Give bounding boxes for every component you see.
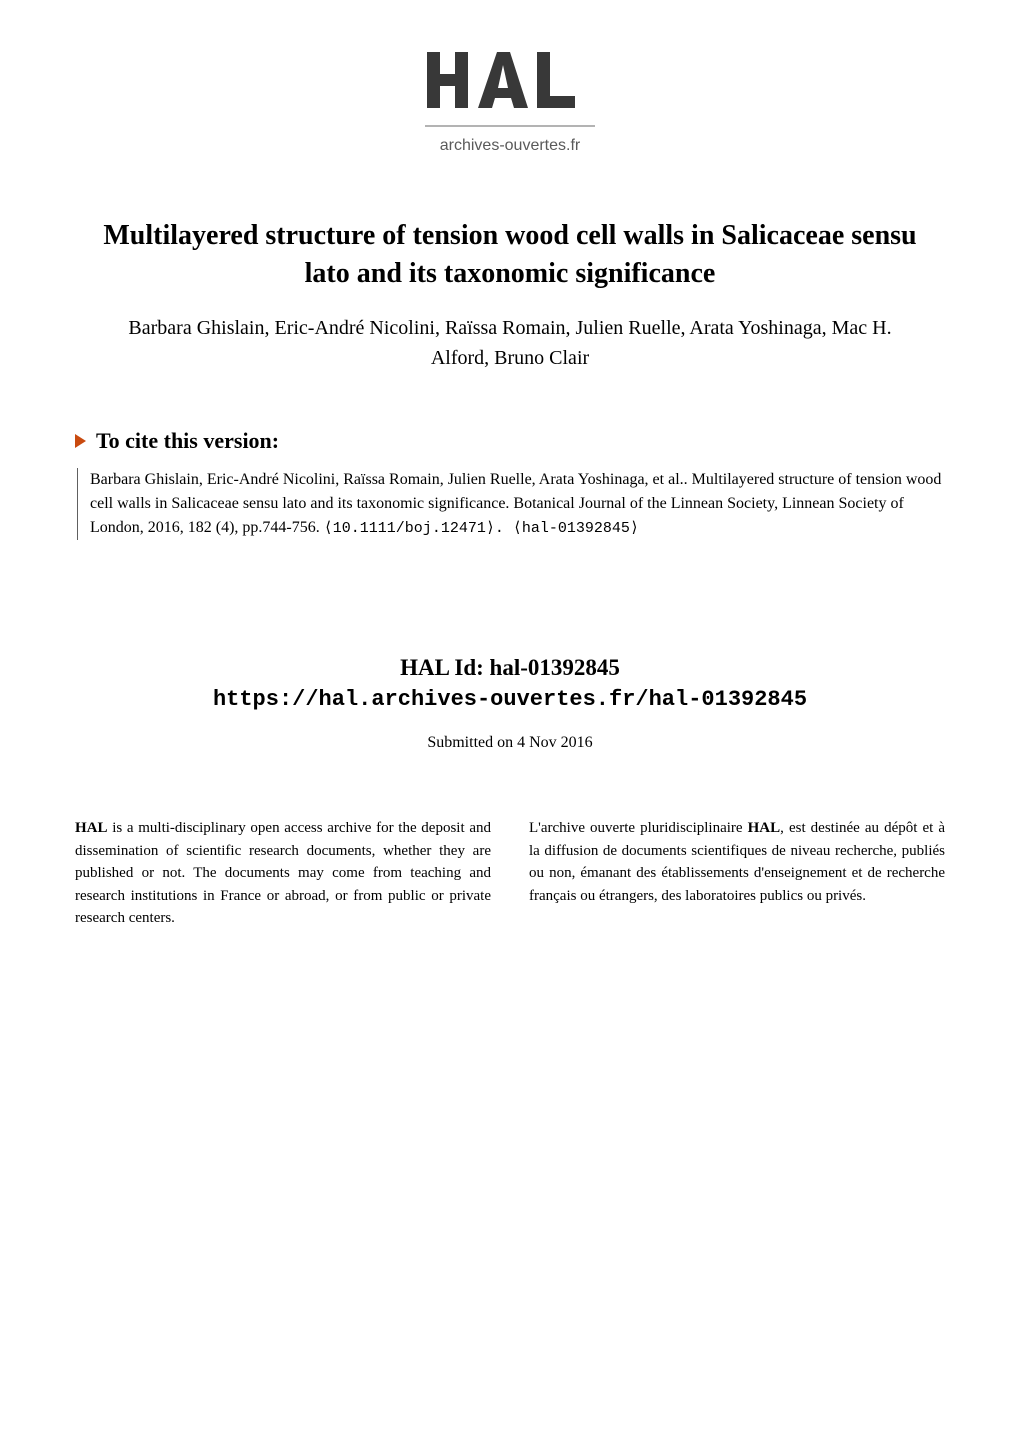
description-col-left: HAL is a multi-disciplinary open access … xyxy=(75,817,491,930)
left-text: is a multi-disciplinary open access arch… xyxy=(75,820,491,926)
cite-section: To cite this version: Barbara Ghislain, … xyxy=(75,428,945,541)
cite-doi-line: ⟨10.1111/boj.12471⟩. ⟨hal-01392845⟩ xyxy=(324,520,639,537)
hal-logo-svg: archives-ouvertes.fr xyxy=(425,50,595,162)
hal-logo: archives-ouvertes.fr xyxy=(425,50,595,162)
submitted-date: Submitted on 4 Nov 2016 xyxy=(75,734,945,752)
right-prefix: L'archive ouverte pluridisciplinaire xyxy=(529,820,748,836)
left-bold: HAL xyxy=(75,820,108,836)
hal-logo-block: archives-ouvertes.fr xyxy=(75,50,945,167)
hal-id-block: HAL Id: hal-01392845 https://hal.archive… xyxy=(75,655,945,712)
paper-title: Multilayered structure of tension wood c… xyxy=(75,217,945,293)
cite-body: Barbara Ghislain, Eric-André Nicolini, R… xyxy=(77,468,945,541)
hal-id-label: HAL Id: hal-01392845 xyxy=(75,655,945,681)
description-columns: HAL is a multi-disciplinary open access … xyxy=(75,817,945,930)
cite-arrow-icon xyxy=(75,434,86,448)
description-col-right: L'archive ouverte pluridisciplinaire HAL… xyxy=(529,817,945,930)
paper-authors: Barbara Ghislain, Eric-André Nicolini, R… xyxy=(75,313,945,373)
cite-header-row: To cite this version: xyxy=(75,428,945,454)
cite-header-text: To cite this version: xyxy=(96,428,279,454)
logo-subtext-svg: archives-ouvertes.fr xyxy=(440,137,581,154)
right-bold: HAL xyxy=(748,820,781,836)
hal-url: https://hal.archives-ouvertes.fr/hal-013… xyxy=(75,687,945,712)
